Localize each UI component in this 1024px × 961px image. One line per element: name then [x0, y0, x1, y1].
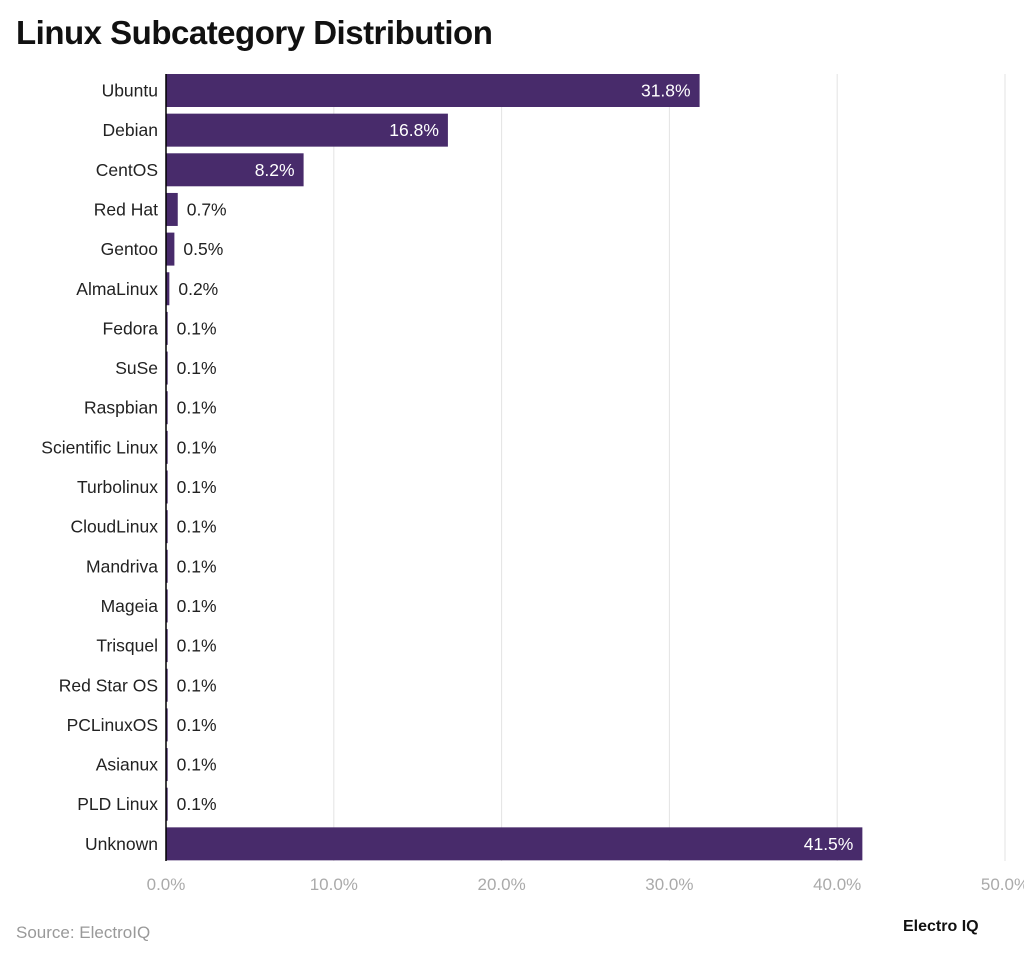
bar: [166, 232, 175, 266]
x-tick-label: 0.0%: [147, 875, 186, 894]
bar-chart: 0.0% 10.0% 20.0% 30.0% 40.0% 50.0% Ubuntu 31.8%…: [41, 74, 1024, 894]
bar: [166, 311, 168, 345]
x-tick-label: 30.0%: [645, 875, 693, 894]
category-label: PCLinuxOS: [67, 715, 158, 735]
category-label: Gentoo: [101, 239, 158, 259]
bar: [166, 748, 168, 782]
category-label: PLD Linux: [77, 794, 158, 814]
data-label: 0.1%: [177, 675, 217, 695]
bar: [166, 510, 168, 544]
category-label: Mageia: [101, 596, 159, 616]
x-tick-label: 10.0%: [310, 875, 358, 894]
bar: [166, 351, 168, 385]
category-label: CentOS: [96, 160, 158, 180]
data-label: 0.2%: [178, 279, 218, 299]
data-label: 0.1%: [177, 636, 217, 656]
data-label: 0.1%: [177, 596, 217, 616]
category-label: AlmaLinux: [76, 279, 158, 299]
bar: [166, 74, 700, 107]
data-label: 0.5%: [183, 239, 223, 259]
data-label: 0.1%: [177, 517, 217, 537]
bar: [166, 629, 168, 663]
category-label: Scientific Linux: [41, 437, 158, 457]
x-tick-label: 40.0%: [813, 875, 861, 894]
data-label: 41.5%: [804, 834, 854, 854]
data-label: 0.7%: [187, 199, 227, 219]
bar: [166, 391, 168, 425]
source-note: Source: ElectroIQ: [16, 923, 151, 942]
data-label: 16.8%: [389, 120, 439, 140]
bar: [166, 549, 168, 583]
category-label: Asianux: [96, 755, 159, 775]
brand-logo: Electro IQ: [903, 918, 979, 935]
data-label: 0.1%: [177, 556, 217, 576]
x-tick-label: 20.0%: [477, 875, 525, 894]
bar: [166, 668, 168, 702]
bar: [166, 153, 304, 187]
category-label: Debian: [103, 120, 158, 140]
bar: [166, 470, 168, 504]
bar: [166, 708, 168, 742]
bar: [166, 272, 170, 306]
bar: [166, 113, 448, 147]
category-label: SuSe: [115, 358, 158, 378]
data-label: 0.1%: [177, 437, 217, 457]
data-label: 8.2%: [255, 160, 295, 180]
category-label: Red Hat: [94, 199, 158, 219]
data-label: 0.1%: [177, 477, 217, 497]
category-label: Raspbian: [84, 398, 158, 418]
data-label: 0.1%: [177, 358, 217, 378]
category-label: Fedora: [103, 318, 159, 338]
data-label: 31.8%: [641, 81, 691, 101]
category-label: Mandriva: [86, 556, 158, 576]
category-label: CloudLinux: [70, 517, 158, 537]
chart-title: Linux Subcategory Distribution: [16, 14, 493, 51]
data-label: 0.1%: [177, 715, 217, 735]
x-tick-label: 50.0%: [981, 875, 1024, 894]
category-label: Unknown: [85, 834, 158, 854]
bar: [166, 787, 168, 821]
category-label: Ubuntu: [102, 81, 158, 101]
bar: [166, 430, 168, 464]
bar: [166, 192, 178, 226]
bar: [166, 827, 863, 861]
bar: [166, 589, 168, 623]
data-label: 0.1%: [177, 794, 217, 814]
data-label: 0.1%: [177, 318, 217, 338]
data-label: 0.1%: [177, 755, 217, 775]
category-label: Trisquel: [96, 636, 158, 656]
data-label: 0.1%: [177, 398, 217, 418]
category-label: Turbolinux: [77, 477, 158, 497]
category-label: Red Star OS: [59, 675, 158, 695]
